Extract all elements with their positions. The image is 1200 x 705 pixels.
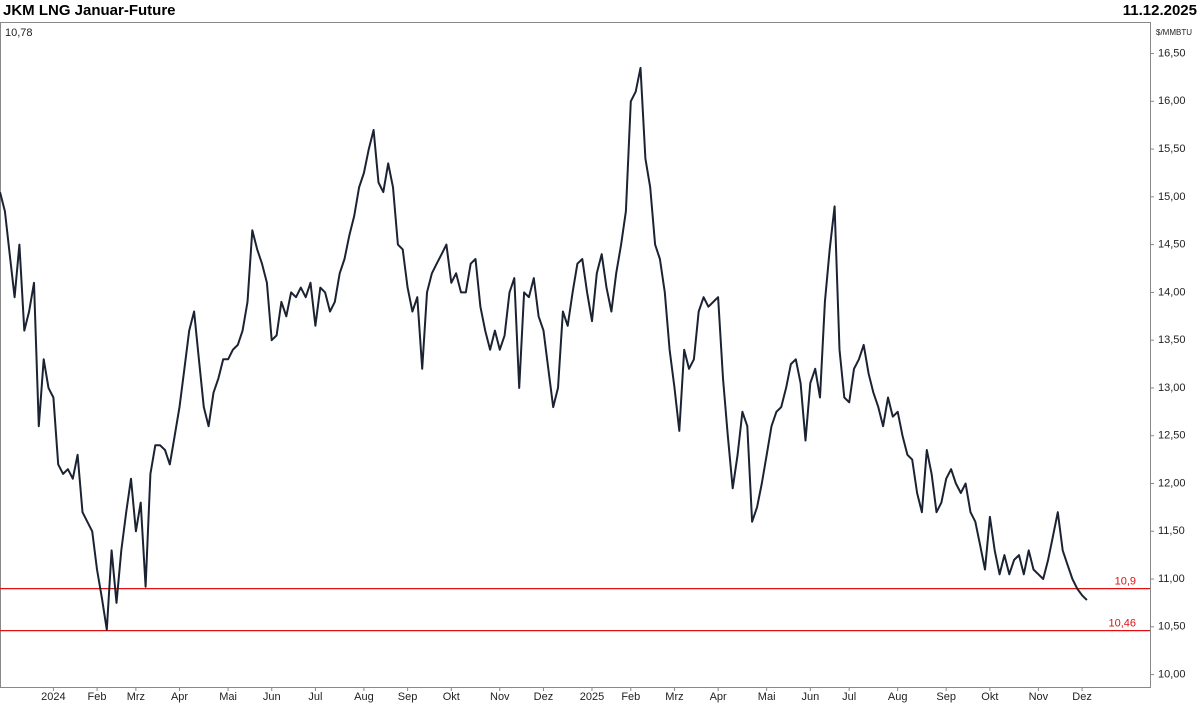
x-tick-label: Sep bbox=[936, 691, 956, 703]
x-tick-label: Jul bbox=[842, 691, 856, 703]
y-tick-label: 10,50 bbox=[1158, 621, 1186, 633]
x-tick-label: Mai bbox=[758, 691, 776, 703]
x-tick-label: Feb bbox=[88, 691, 107, 703]
chart-title: JKM LNG Januar-Future bbox=[3, 2, 176, 19]
reference-label: 10,46 bbox=[1108, 618, 1136, 630]
x-tick-label: Jul bbox=[308, 691, 322, 703]
price-line bbox=[0, 66, 1088, 631]
y-tick-label: 11,00 bbox=[1158, 573, 1185, 585]
x-tick-label: Mrz bbox=[127, 691, 145, 703]
x-tick-label: Mai bbox=[219, 691, 237, 703]
x-tick-label: Apr bbox=[171, 691, 188, 703]
x-tick-label: Mrz bbox=[665, 691, 683, 703]
y-tick-label: 15,00 bbox=[1158, 191, 1186, 203]
chart-date: 11.12.2025 bbox=[1123, 2, 1197, 19]
x-tick-label: Sep bbox=[398, 691, 418, 703]
y-tick-label: 16,50 bbox=[1158, 47, 1186, 59]
last-value-label: 10,78 bbox=[5, 27, 33, 39]
y-unit: $/MMBTU bbox=[1156, 28, 1192, 37]
plot-frame bbox=[0, 22, 1151, 688]
x-tick-label: Jun bbox=[263, 691, 281, 703]
x-tick-label: Apr bbox=[710, 691, 727, 703]
y-tick-label: 14,50 bbox=[1158, 239, 1186, 251]
x-tick-label: Dez bbox=[1072, 691, 1092, 703]
x-tick-label: Nov bbox=[1029, 691, 1049, 703]
x-tick-label: Okt bbox=[443, 691, 460, 703]
x-tick-label: 2024 bbox=[41, 691, 65, 703]
y-tick-label: 12,00 bbox=[1158, 477, 1186, 489]
y-tick-label: 15,50 bbox=[1158, 143, 1186, 155]
x-tick-label: Nov bbox=[490, 691, 510, 703]
y-tick-label: 11,50 bbox=[1158, 525, 1185, 537]
y-tick-label: 12,50 bbox=[1158, 430, 1186, 442]
y-tick-label: 16,00 bbox=[1158, 95, 1186, 107]
reference-label: 10,9 bbox=[1115, 575, 1136, 587]
y-tick-label: 13,50 bbox=[1158, 334, 1186, 346]
x-tick-label: Dez bbox=[534, 691, 554, 703]
y-tick-label: 13,00 bbox=[1158, 382, 1186, 394]
x-tick-label: Okt bbox=[981, 691, 998, 703]
x-tick-label: Jun bbox=[801, 691, 819, 703]
x-tick-label: Feb bbox=[621, 691, 640, 703]
y-tick-label: 14,00 bbox=[1158, 286, 1186, 298]
x-tick-label: 2025 bbox=[580, 691, 604, 703]
x-tick-label: Aug bbox=[354, 691, 374, 703]
x-tick-label: Aug bbox=[888, 691, 908, 703]
y-tick-label: 10,00 bbox=[1158, 668, 1186, 680]
